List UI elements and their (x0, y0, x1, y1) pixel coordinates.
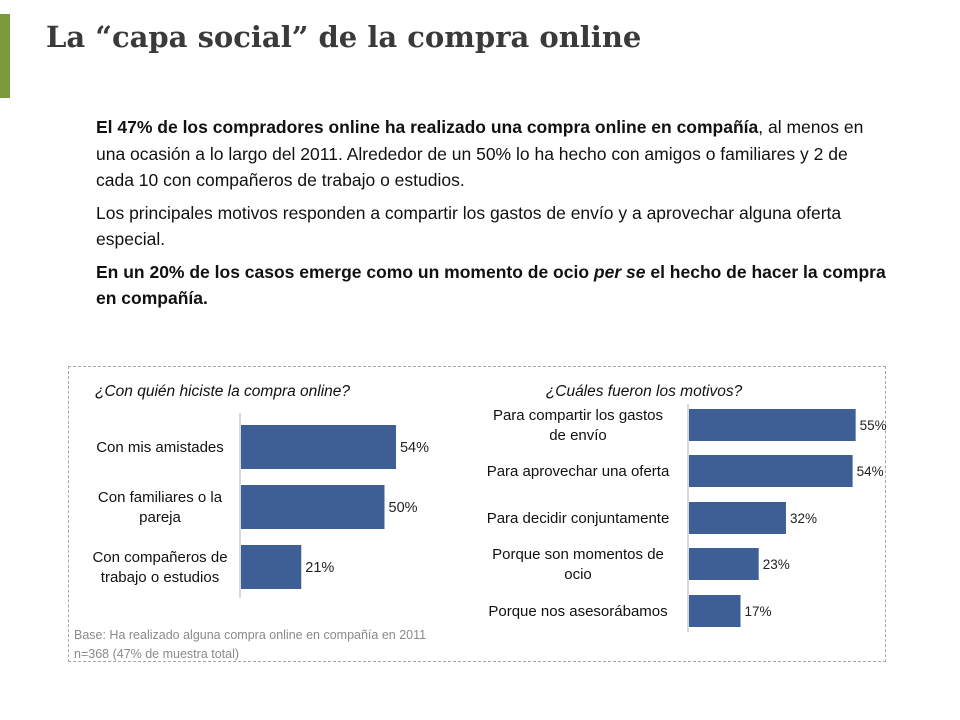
chart-title: ¿Con quién hiciste la compra online? (95, 383, 350, 400)
base-note: Base: Ha realizado alguna compra online … (74, 626, 426, 664)
slide-title: La “capa social” de la compra online (46, 20, 642, 54)
data-label: 23% (763, 557, 790, 572)
category-label: Para compartir los gastos de envío (493, 407, 663, 444)
data-label: 50% (389, 500, 418, 516)
paragraph-1-rest: , al menos en una ocasión a lo largo del… (96, 117, 864, 190)
category-label: Para decidir conjuntamente (487, 510, 670, 527)
bar (241, 545, 302, 589)
chart-left: ¿Con quién hiciste la compra online? 54% C… (92, 383, 429, 598)
chart-frame (68, 366, 886, 662)
bar (689, 595, 741, 627)
bar (689, 409, 856, 441)
category-label: Porque son momentos de ocio (492, 546, 664, 583)
bar (689, 548, 759, 580)
chart-title: ¿Cuáles fueron los motivos? (546, 383, 743, 400)
data-label: 21% (305, 560, 334, 576)
category-label: Para aprovechar una oferta (487, 463, 670, 480)
base-note-line-1: Base: Ha realizado alguna compra online … (74, 628, 427, 642)
data-label: 54% (857, 464, 884, 479)
paragraph-1: El 47% de los compradores online ha real… (96, 114, 886, 194)
data-label: 55% (860, 418, 887, 433)
paragraph-1-bold: El 47% de los compradores online ha real… (96, 117, 759, 137)
category-label: Con mis amistades (96, 439, 224, 456)
base-note-line-2: n=368 (47% de muestra total) (74, 647, 240, 661)
category-label: Con familiares o la pareja (98, 489, 223, 526)
bar (241, 485, 385, 529)
paragraph-3-part-a: En un 20% de los casos emerge como un mo… (96, 261, 594, 282)
bar (241, 425, 396, 469)
data-label: 32% (790, 511, 817, 526)
paragraph-3: En un 20% de los casos emerge como un mo… (96, 259, 886, 312)
paragraph-3-part-b: el hecho de hacer la compra en compañía. (96, 261, 886, 309)
data-label: 54% (400, 440, 429, 456)
chart-right: ¿Cuáles fueron los motivos? 55% Para compa… (487, 383, 887, 632)
category-label: Con compañeros de trabajo o estudios (92, 549, 227, 586)
category-label: Porque nos asesorábamos (488, 603, 667, 620)
body-text: El 47% de los compradores online ha real… (96, 114, 886, 318)
bar (689, 455, 853, 487)
bar (689, 502, 786, 534)
paragraph-2: Los principales motivos responden a comp… (96, 202, 842, 250)
accent-bar (0, 14, 10, 98)
data-label: 17% (745, 604, 772, 619)
paragraph-3-italic: per se (593, 261, 646, 282)
